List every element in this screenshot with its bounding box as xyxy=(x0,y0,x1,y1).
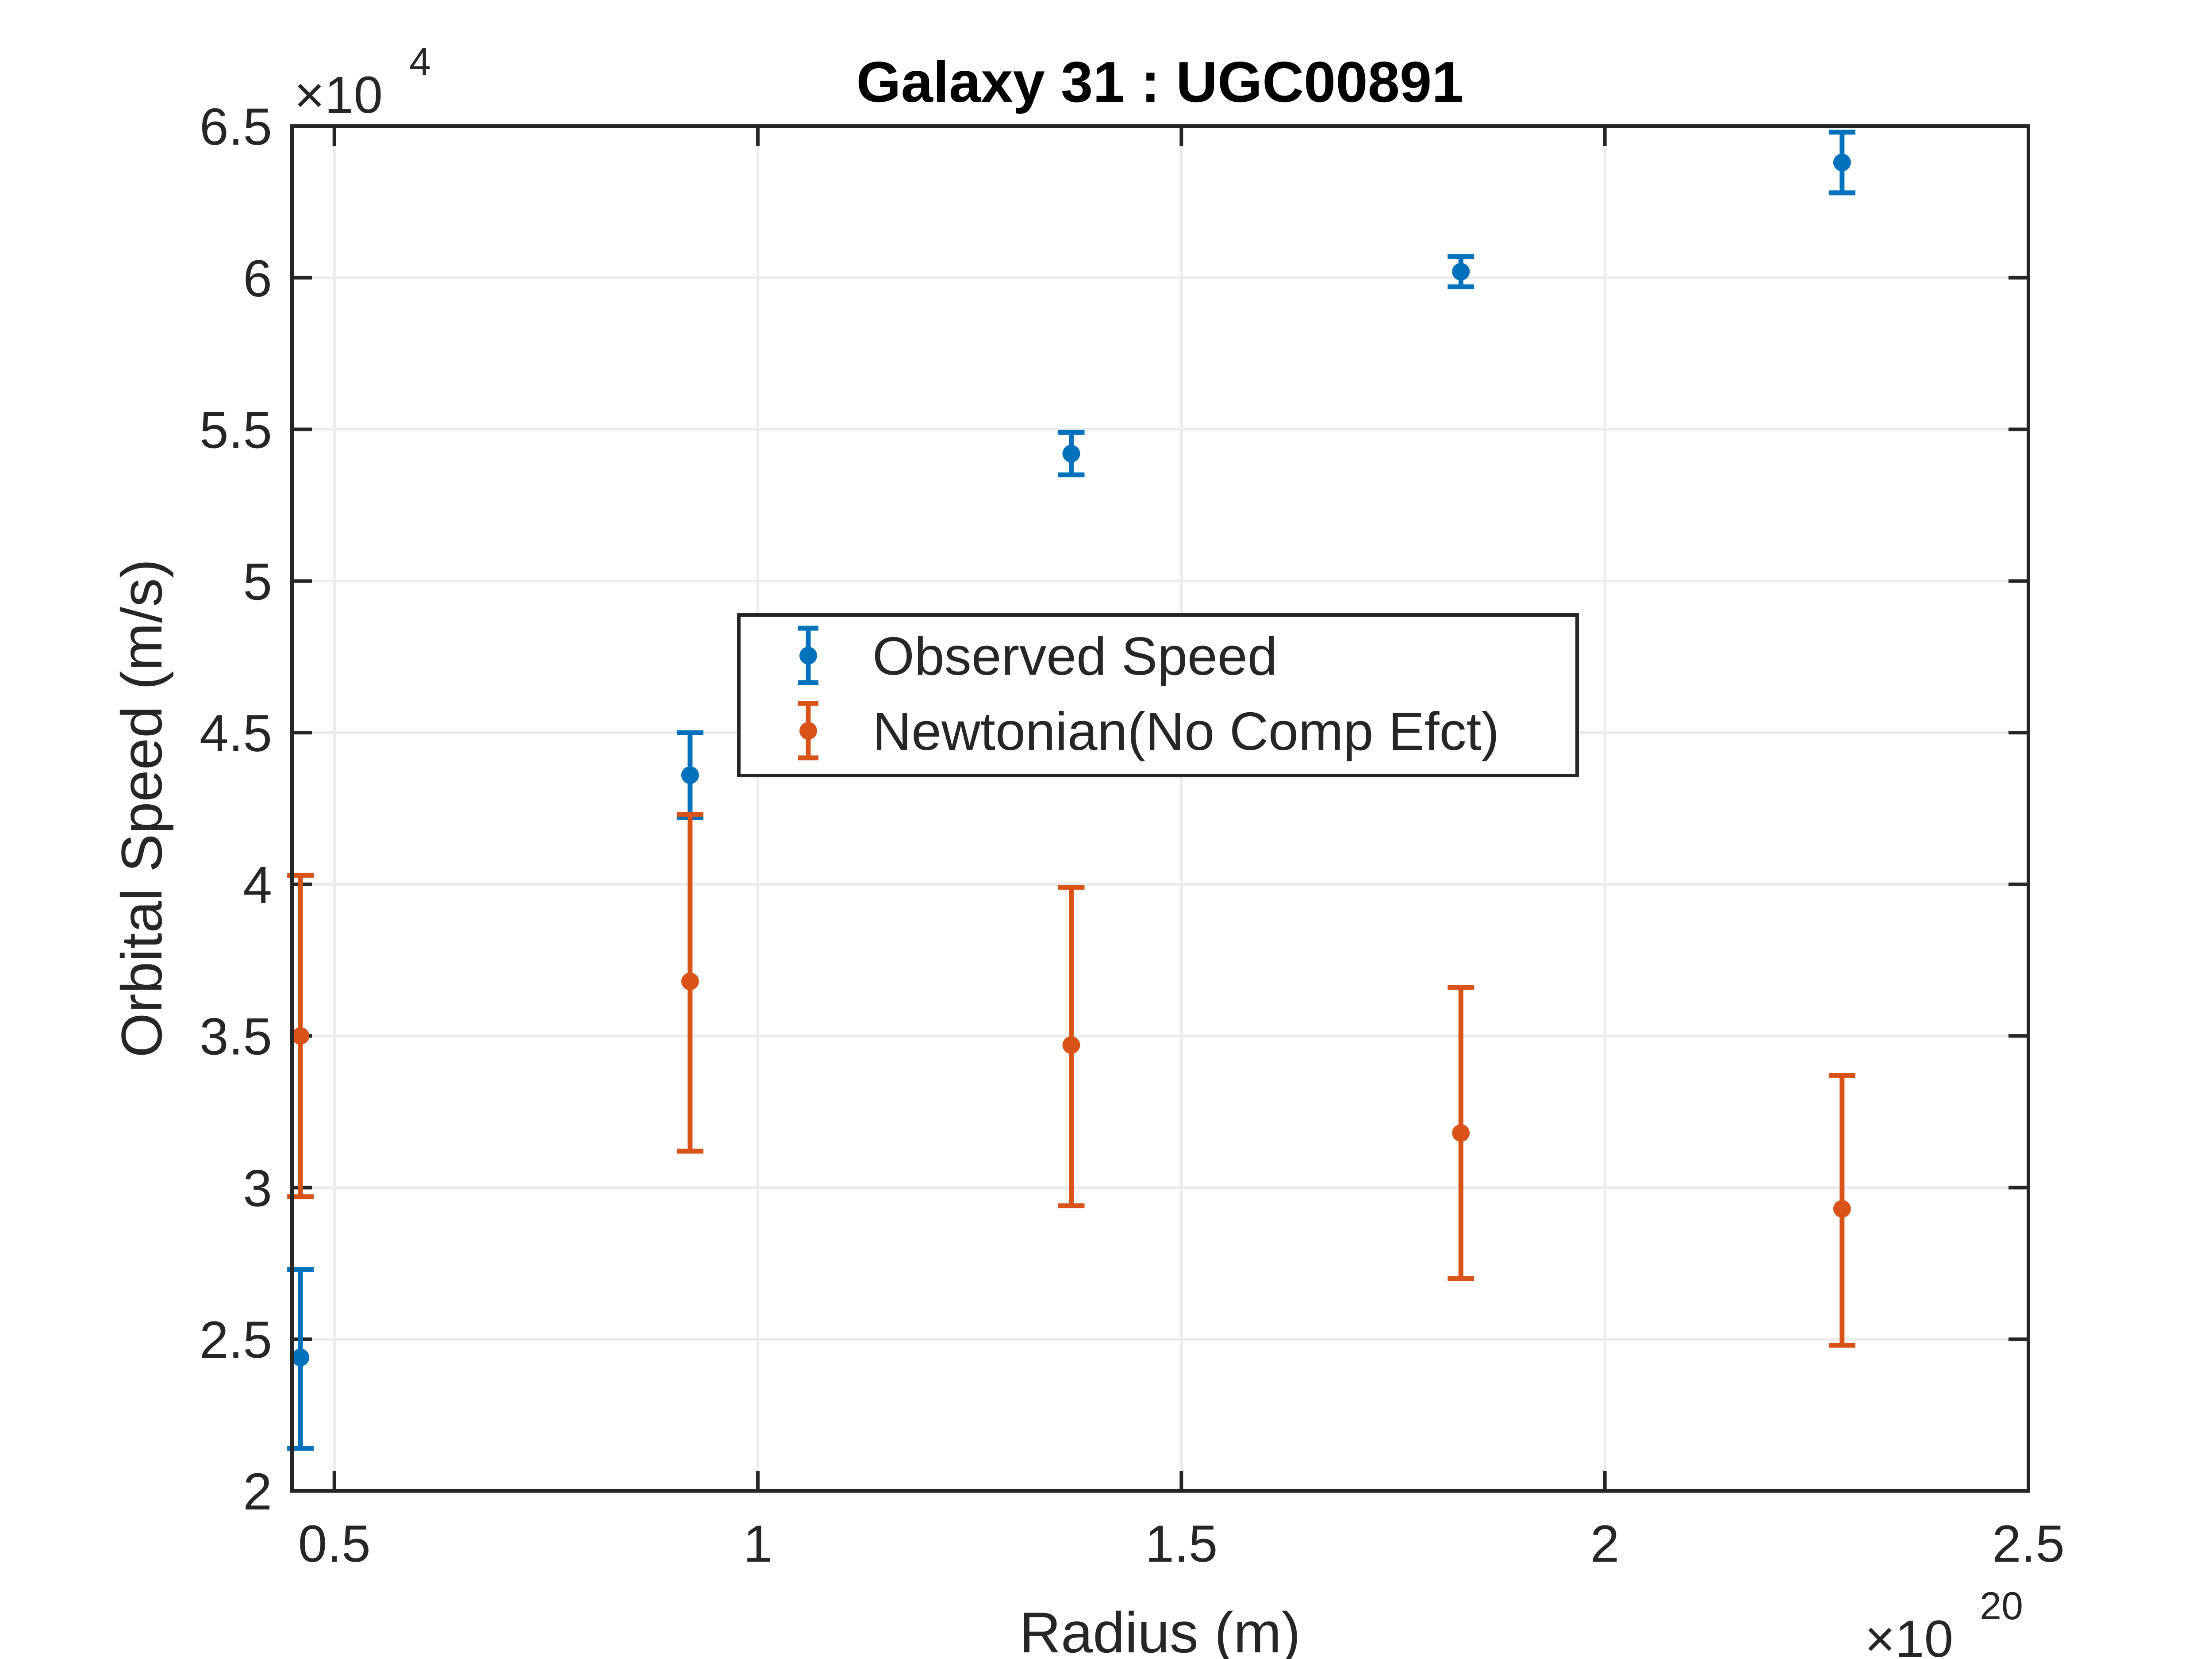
legend-box xyxy=(737,613,1579,777)
legend-observed-dot xyxy=(799,647,817,664)
data-point xyxy=(1452,263,1470,281)
y-tick-label: 6 xyxy=(243,250,272,308)
axis-ticks: 0.5 1 1.5 2 2.5 2 2.5 3 3.5 4 4.5 5 5.5 6 6.5 xyxy=(200,98,2065,1573)
legend-label-newtonian: Newtonian(No Comp Efct) xyxy=(872,701,1499,761)
data-point xyxy=(292,1348,310,1367)
series-0 xyxy=(287,130,1855,1451)
data-point xyxy=(681,766,699,784)
y-axis-label: Orbital Speed (m/s) xyxy=(109,559,174,1057)
legend: Observed Speed Newtonian(No Comp Efct) xyxy=(737,613,1579,777)
y-tick-label: 4.5 xyxy=(200,704,272,763)
y-tick-label: 3 xyxy=(243,1159,272,1217)
data-point xyxy=(1062,445,1080,463)
x-tick-label: 1.5 xyxy=(1145,1515,1217,1573)
legend-marker-newtonian xyxy=(798,701,818,760)
y-tick-label: 6.5 xyxy=(200,98,272,156)
y-tick-label: 3.5 xyxy=(200,1008,272,1066)
y-exponent-base: ×10 xyxy=(294,66,383,124)
x-tick-label: 0.5 xyxy=(298,1515,371,1573)
y-tick-label: 2.5 xyxy=(200,1311,272,1369)
x-axis-label: Radius (m) xyxy=(1019,1600,1301,1659)
series-layer xyxy=(287,130,1855,1451)
data-point xyxy=(1833,1200,1851,1218)
axes-box xyxy=(290,124,2030,1493)
x-tick-label: 1 xyxy=(743,1515,772,1573)
legend-label-observed: Observed Speed xyxy=(872,626,1278,686)
chart-title: Galaxy 31 : UGC00891 xyxy=(856,50,1463,114)
data-point xyxy=(681,972,699,991)
data-point xyxy=(292,1027,310,1045)
plot-area xyxy=(292,126,2028,1491)
y-exponent-power: 4 xyxy=(409,40,431,84)
data-point xyxy=(1833,154,1851,172)
x-tick-label: 2 xyxy=(1590,1515,1620,1573)
series-1 xyxy=(287,812,1855,1348)
y-tick-label: 5 xyxy=(243,553,272,611)
data-point xyxy=(1452,1124,1470,1142)
data-point xyxy=(1062,1036,1080,1054)
x-exponent-base: ×10 xyxy=(1865,1610,1953,1659)
legend-marker-observed xyxy=(798,626,818,685)
y-tick-label: 4 xyxy=(243,856,272,914)
y-tick-label: 5.5 xyxy=(200,401,272,460)
x-exponent: ×10 20 xyxy=(1865,1584,2023,1659)
x-exponent-power: 20 xyxy=(1980,1584,2023,1628)
legend-newtonian-dot xyxy=(799,722,817,740)
x-tick-label: 2.5 xyxy=(1992,1515,2065,1573)
y-tick-label: 2 xyxy=(243,1463,272,1521)
y-exponent: ×10 4 xyxy=(294,40,431,124)
